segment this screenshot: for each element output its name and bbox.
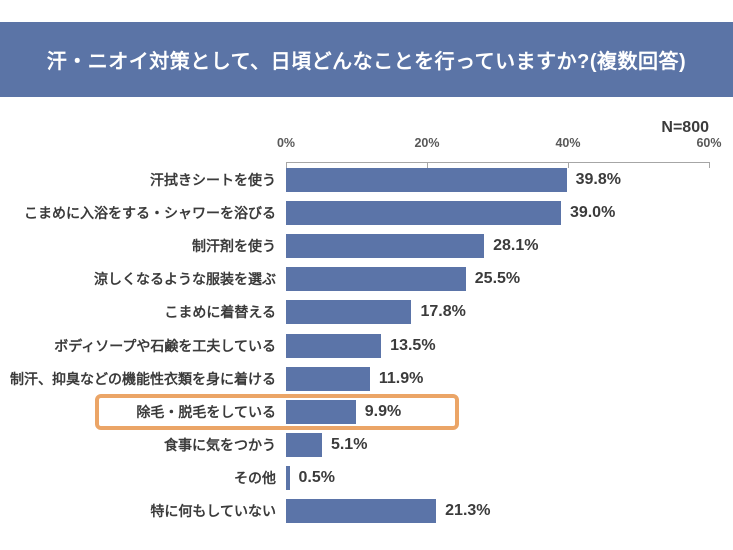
- value-label: 39.0%: [569, 204, 616, 222]
- chart-title: 汗・ニオイ対策として、日頃どんなことを行っていますか?(複数回答): [46, 51, 687, 73]
- category-label: 制汗剤を使う: [192, 238, 276, 255]
- bar: [286, 399, 356, 424]
- x-axis-tick: [427, 162, 428, 168]
- value-label: 21.3%: [445, 502, 491, 519]
- bar: [286, 168, 567, 192]
- category-label: 除毛・脱毛をしている: [136, 403, 276, 420]
- category-label: その他: [234, 469, 276, 486]
- value-label: 13.5%: [390, 336, 436, 354]
- x-axis-tick: [286, 162, 287, 168]
- category-label: 制汗、抑臭などの機能性衣類を身に着ける: [10, 370, 276, 387]
- value-label: 0.5%: [298, 468, 335, 486]
- category-label: 汗拭きシートを使う: [150, 172, 276, 188]
- bar: [286, 300, 412, 325]
- category-label: こまめに入浴をする・シャワーを浴びる: [24, 205, 276, 222]
- x-axis-tick: [709, 162, 710, 168]
- value-label: 39.8%: [575, 171, 621, 188]
- x-axis-line: [286, 162, 709, 163]
- category-label: 涼しくなるような服装を選ぶ: [94, 271, 276, 288]
- x-axis-tick-label: 20%: [414, 136, 440, 150]
- title-banner: 汗・ニオイ対策として、日頃どんなことを行っていますか?(複数回答): [0, 22, 733, 97]
- value-label: 11.9%: [378, 369, 424, 387]
- sample-size-label: N=800: [661, 119, 709, 136]
- value-label: 25.5%: [474, 270, 521, 288]
- x-axis-tick-label: 0%: [276, 136, 296, 150]
- bar: [286, 333, 382, 358]
- value-label: 28.1%: [493, 237, 539, 255]
- bar: [286, 201, 561, 226]
- bar: [286, 499, 437, 523]
- bar: [286, 432, 322, 457]
- x-axis-tick: [568, 162, 569, 168]
- value-label: 17.8%: [420, 303, 466, 321]
- category-label: こまめに着替える: [164, 304, 276, 321]
- category-label: ボディソープや石鹸を工夫している: [54, 337, 276, 354]
- category-label: 食事に気をつかう: [164, 436, 276, 453]
- x-axis-tick-label: 40%: [555, 136, 581, 150]
- category-label: 特に何もしていない: [150, 503, 276, 519]
- bar: [286, 234, 485, 259]
- bar: [286, 465, 290, 490]
- bar: [286, 366, 370, 391]
- bar: [286, 267, 466, 292]
- x-axis-tick-label: 60%: [696, 136, 722, 150]
- value-label: 9.9%: [364, 402, 402, 420]
- highlight-box: [95, 393, 459, 430]
- value-label: 5.1%: [330, 435, 368, 453]
